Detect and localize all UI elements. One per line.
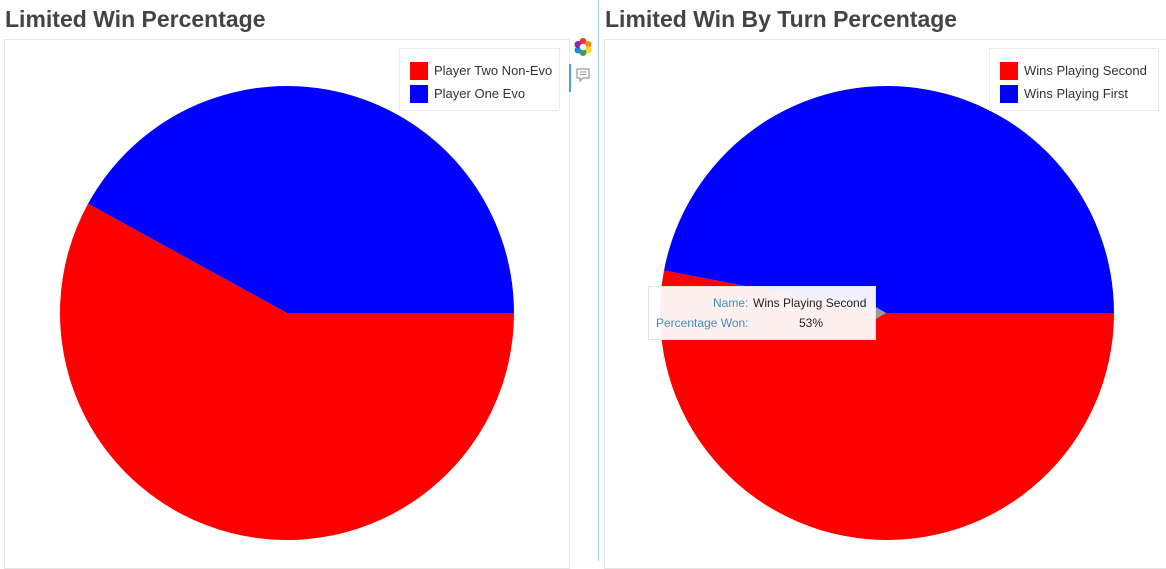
- legend-item[interactable]: Wins Playing Second: [1000, 59, 1149, 82]
- legend-swatch: [1000, 61, 1018, 80]
- side-toolbar: [569, 36, 598, 92]
- active-tool-indicator: [569, 64, 571, 92]
- legend-item[interactable]: Wins Playing First: [1000, 82, 1149, 105]
- color-wheel-icon[interactable]: [572, 36, 594, 58]
- tooltip-percentage-value: 53%: [799, 316, 824, 330]
- legend-label: Player Two Non-Evo: [434, 63, 553, 78]
- tooltip-name-value: Wins Playing Second: [753, 296, 867, 310]
- legend-item[interactable]: Player Two Non-Evo: [410, 59, 553, 82]
- legend-swatch: [1000, 84, 1018, 103]
- legend-right: Wins Playing Second Wins Playing First: [989, 48, 1159, 111]
- legend-label: Player One Evo: [434, 86, 526, 101]
- legend-label: Wins Playing Second: [1024, 63, 1147, 78]
- chart-title-right: Limited Win By Turn Percentage: [605, 6, 958, 32]
- legend-swatch: [410, 61, 428, 80]
- legend-label: Wins Playing First: [1024, 86, 1129, 101]
- tooltip-percentage-key: Percentage Won:: [656, 316, 749, 330]
- pie-slice-player-two-non-evo[interactable]: [59, 203, 515, 541]
- legend-left: Player Two Non-Evo Player One Evo: [399, 48, 560, 111]
- legend-swatch: [410, 84, 428, 103]
- panel-divider: [598, 0, 599, 561]
- pie-slice-player-one-evo[interactable]: [88, 86, 515, 313]
- pie-chart-left: [59, 86, 515, 541]
- tooltip-arrow: [876, 307, 886, 319]
- legend-item[interactable]: Player One Evo: [410, 82, 550, 105]
- chart-title-left: Limited Win Percentage: [5, 6, 266, 32]
- pie-slice-wins-playing-first[interactable]: [664, 86, 1114, 314]
- chart-tooltip: Name: Wins Playing Second Percentage Won…: [648, 286, 886, 340]
- tooltip-name-key: Name:: [713, 296, 749, 310]
- comment-icon[interactable]: [572, 64, 594, 86]
